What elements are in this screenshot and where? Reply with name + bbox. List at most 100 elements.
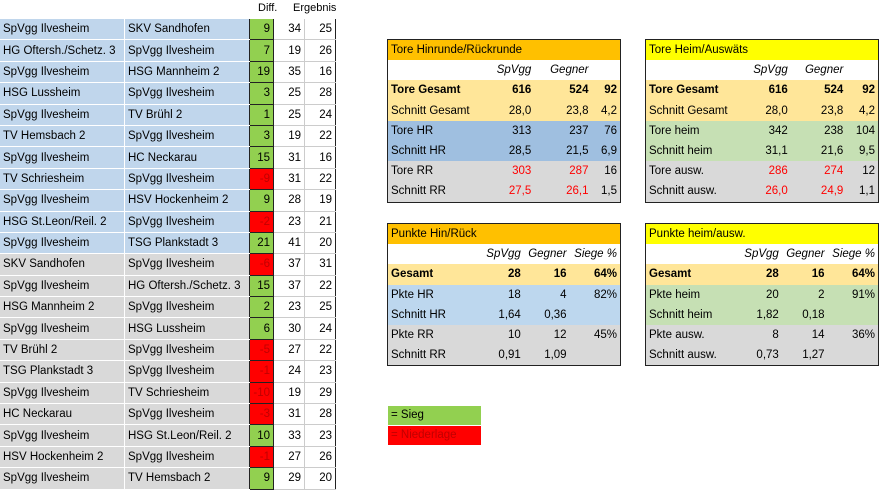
diff-cell: -9 bbox=[249, 168, 274, 191]
diff-cell: -3 bbox=[249, 403, 274, 426]
table-row: SpVgg Ilvesheim HSG St.Leon/Reil. 2 10 33 23 bbox=[0, 424, 336, 447]
ergebnis-header: Ergebnis bbox=[293, 2, 337, 14]
stat-value: 238 bbox=[790, 120, 847, 141]
score-away-cell: 31 bbox=[304, 253, 336, 276]
stat-label: Schnitt RR bbox=[387, 345, 482, 366]
away-team-cell: TV Brühl 2 bbox=[124, 104, 250, 126]
stat-label: Schnitt HR bbox=[387, 140, 482, 162]
table-row: SpVgg Ilvesheim TSG Plankstadt 3 21 41 20 bbox=[0, 232, 336, 255]
stat-label: Pkte ausw. bbox=[645, 324, 740, 346]
away-team-cell: SpVgg Ilvesheim bbox=[124, 253, 250, 276]
stat-col-empty bbox=[646, 60, 741, 80]
stat-col-header: SpVgg bbox=[496, 64, 532, 77]
stat-value bbox=[569, 304, 621, 325]
stat-value bbox=[569, 345, 621, 366]
table-row: HSG St.Leon/Reil. 2 SpVgg Ilvesheim -2 23 21 bbox=[0, 211, 336, 233]
stat-col-header: SpVgg bbox=[744, 248, 779, 261]
stat-title: Tore Heim/Auswäts bbox=[645, 39, 879, 61]
table-row: SpVgg Ilvesheim TV Hemsbach 2 9 29 20 bbox=[0, 467, 336, 490]
table-row: HSG Mannheim 2 SpVgg Ilvesheim 2 23 25 bbox=[0, 296, 336, 319]
score-home-cell: 19 bbox=[273, 125, 305, 148]
stat-row: Gesamt 28 16 64% bbox=[387, 264, 621, 285]
away-team-cell: TV Schriesheim bbox=[124, 382, 250, 405]
stat-value: 524 bbox=[790, 80, 847, 101]
diff-cell: 1 bbox=[249, 104, 274, 126]
stat-value: 45% bbox=[569, 324, 621, 346]
stat-value: 16 bbox=[781, 264, 828, 285]
score-home-cell: 25 bbox=[273, 104, 305, 126]
away-team-cell: HSG Mannheim 2 bbox=[124, 61, 250, 84]
diff-header: Diff. bbox=[258, 2, 278, 14]
stat-title: Tore Hinrunde/Rückrunde bbox=[387, 39, 621, 61]
stat-label: Schnitt Gesamt bbox=[387, 100, 482, 121]
score-away-cell: 24 bbox=[304, 317, 336, 340]
score-away-cell: 25 bbox=[304, 296, 336, 319]
stat-value: 1,09 bbox=[523, 345, 570, 366]
stat-value: 1,82 bbox=[740, 304, 782, 325]
stat-title: Punkte Hin/Rück bbox=[387, 223, 621, 245]
stat-label: Tore ausw. bbox=[645, 161, 740, 182]
stat-value: 237 bbox=[534, 120, 592, 141]
stat-title: Punkte heim/ausw. bbox=[645, 223, 879, 245]
stat-label: Schnitt RR bbox=[387, 181, 482, 202]
diff-cell: -1 bbox=[249, 446, 274, 469]
stat-value: 616 bbox=[740, 80, 791, 101]
stat-value: 21,5 bbox=[534, 140, 592, 162]
stat-value: 6,9 bbox=[591, 140, 621, 162]
stat-table: Tore Heim/Auswäts SpVgg Gegner Tore Gesamt 6… bbox=[645, 39, 879, 203]
stat-value: 28,5 bbox=[482, 140, 535, 162]
score-away-cell: 26 bbox=[304, 446, 336, 469]
away-team-cell: SpVgg Ilvesheim bbox=[124, 339, 250, 362]
home-team-cell: SpVgg Ilvesheim bbox=[0, 467, 125, 490]
score-away-cell: 28 bbox=[304, 82, 336, 105]
score-home-cell: 37 bbox=[273, 275, 305, 298]
stat-col-header: Siege % bbox=[574, 248, 617, 261]
stat-value bbox=[827, 345, 879, 366]
stat-col-header: Gegner bbox=[550, 64, 589, 77]
stat-value: 64% bbox=[569, 264, 621, 285]
score-home-cell: 31 bbox=[273, 403, 305, 426]
home-team-cell: TV Brühl 2 bbox=[0, 339, 125, 362]
stat-col-empty bbox=[646, 244, 741, 264]
stat-value: 23,8 bbox=[790, 100, 847, 121]
stat-value: 104 bbox=[846, 120, 879, 141]
stat-value: 0,18 bbox=[781, 304, 828, 325]
stat-value bbox=[827, 304, 879, 325]
stat-value: 91% bbox=[827, 284, 879, 305]
stat-col-empty bbox=[388, 60, 483, 80]
stat-col-header bbox=[591, 60, 620, 80]
home-team-cell: SpVgg Ilvesheim bbox=[0, 104, 125, 126]
score-away-cell: 20 bbox=[304, 232, 336, 255]
score-away-cell: 20 bbox=[304, 467, 336, 490]
away-team-cell: TV Hemsbach 2 bbox=[124, 467, 250, 490]
stat-label: Schnitt heim bbox=[645, 304, 740, 325]
stat-value: 0,73 bbox=[740, 345, 782, 366]
stat-value: 4 bbox=[523, 284, 570, 305]
stat-row: Tore heim 342 238 104 bbox=[645, 120, 879, 141]
score-away-cell: 21 bbox=[304, 211, 336, 233]
away-team-cell: TSG Plankstadt 3 bbox=[124, 232, 250, 255]
score-home-cell: 37 bbox=[273, 253, 305, 276]
stat-value: 92 bbox=[591, 80, 621, 101]
stat-col-empty bbox=[388, 244, 483, 264]
stat-value: 616 bbox=[482, 80, 535, 101]
stat-label: Schnitt heim bbox=[645, 140, 740, 162]
stat-value: 20 bbox=[740, 284, 782, 305]
diff-cell: 7 bbox=[249, 39, 274, 62]
home-team-cell: HC Neckarau bbox=[0, 403, 125, 426]
stat-value: 92 bbox=[846, 80, 879, 101]
stat-label: Schnitt Gesamt bbox=[645, 100, 740, 121]
stat-col-header: Gegner bbox=[804, 64, 844, 77]
table-row: SKV Sandhofen SpVgg Ilvesheim -6 37 31 bbox=[0, 253, 336, 276]
stat-value: 9,5 bbox=[846, 140, 879, 162]
score-home-cell: 24 bbox=[273, 360, 305, 383]
stat-value: 1,27 bbox=[781, 345, 828, 366]
diff-cell: -5 bbox=[249, 339, 274, 362]
score-home-cell: 19 bbox=[273, 382, 305, 405]
score-away-cell: 22 bbox=[304, 339, 336, 362]
stat-label: Tore heim bbox=[645, 120, 740, 141]
stat-value: 27,5 bbox=[482, 181, 535, 202]
score-home-cell: 25 bbox=[273, 82, 305, 105]
home-team-cell: HSG Lussheim bbox=[0, 82, 125, 105]
away-team-cell: SpVgg Ilvesheim bbox=[124, 403, 250, 426]
